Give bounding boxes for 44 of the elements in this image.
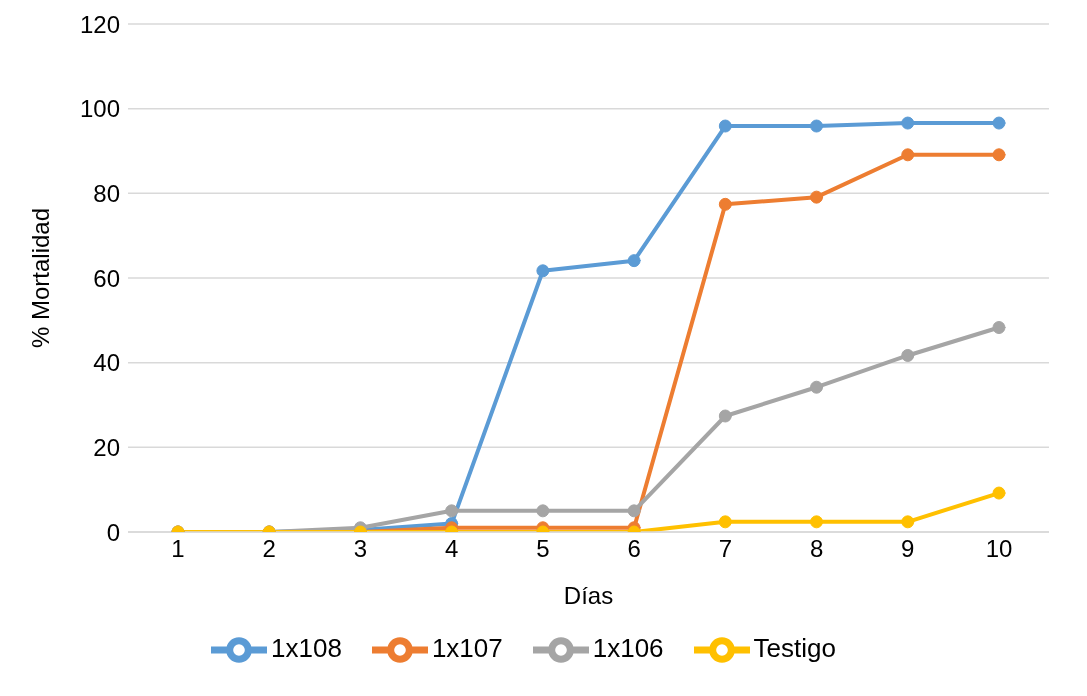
y-tick-label: 120: [79, 10, 120, 38]
x-tick-label: 2: [262, 535, 276, 563]
x-tick-label: 10: [985, 535, 1013, 563]
x-tick-label: 6: [627, 535, 641, 563]
y-tick-label: 60: [93, 264, 120, 292]
x-tick-label: 8: [809, 535, 824, 563]
point: [536, 504, 550, 518]
point: [445, 504, 459, 518]
point: [536, 264, 550, 278]
point: [992, 321, 1006, 335]
point: [992, 148, 1006, 162]
y-tick-label: 20: [93, 433, 120, 461]
point: [810, 119, 824, 133]
point: [810, 190, 824, 204]
y-tick-label: 0: [106, 518, 120, 546]
point: [901, 515, 915, 529]
y-axis-title: % Mortalidad: [26, 207, 54, 349]
legend-label: 1x107: [431, 632, 503, 663]
legend-label: Testigo: [753, 632, 836, 663]
point: [718, 119, 732, 133]
point: [992, 116, 1006, 130]
x-tick-label: 3: [353, 535, 368, 563]
x-tick-label: 7: [718, 535, 733, 563]
y-tick-label: 80: [93, 179, 120, 207]
point: [627, 504, 641, 518]
point: [718, 197, 732, 211]
point: [901, 348, 915, 362]
x-tick-label: 5: [536, 535, 550, 563]
x-tick-label: 1: [171, 535, 185, 563]
x-axis-title: Días: [563, 582, 614, 609]
point: [810, 515, 824, 529]
legend-label: 1x106: [592, 632, 664, 663]
point: [627, 254, 641, 268]
point: [718, 409, 732, 423]
x-tick-label: 9: [901, 535, 915, 563]
point: [901, 148, 915, 162]
legend-label: 1x108: [271, 632, 342, 663]
x-tick-label: 4: [444, 535, 459, 563]
y-tick-label: 100: [79, 95, 120, 123]
point: [992, 486, 1006, 500]
point: [901, 116, 915, 130]
y-tick-label: 40: [93, 349, 120, 377]
point: [810, 380, 824, 394]
point: [718, 515, 732, 529]
